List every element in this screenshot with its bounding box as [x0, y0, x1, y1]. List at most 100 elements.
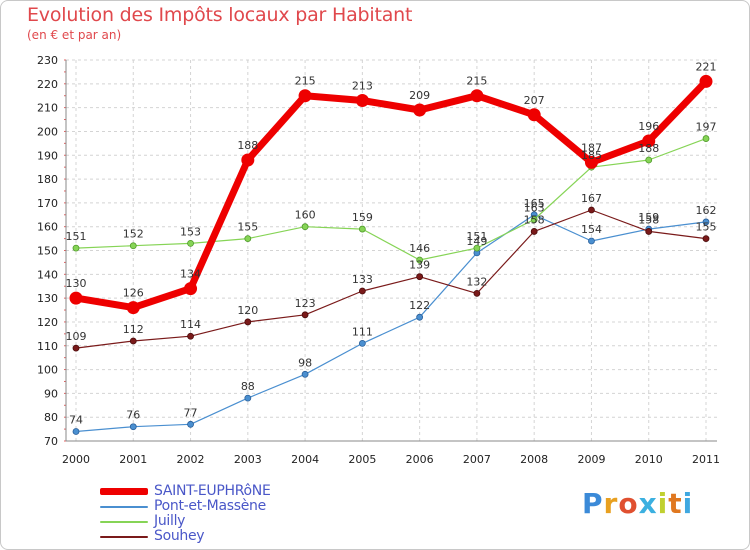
- data-point: [241, 153, 255, 167]
- data-point: [187, 332, 194, 340]
- data-point: [301, 370, 309, 378]
- logo-letter: r: [603, 487, 619, 520]
- data-label: 111: [352, 325, 373, 338]
- y-tick-label: 140: [37, 268, 58, 281]
- data-point: [588, 206, 595, 214]
- data-label: 146: [409, 242, 430, 255]
- data-point: [187, 239, 194, 247]
- data-label: 123: [295, 297, 316, 310]
- data-point: [126, 301, 140, 315]
- data-label: 151: [66, 230, 87, 243]
- x-tick-label: 2001: [119, 453, 147, 466]
- y-tick-label: 210: [37, 102, 58, 115]
- data-point: [355, 93, 369, 107]
- legend-swatch: [100, 536, 148, 538]
- legend-swatch: [100, 488, 148, 495]
- data-label: 163: [524, 202, 545, 215]
- data-label: 188: [638, 142, 659, 155]
- data-label: 132: [466, 275, 487, 288]
- logo-letter: i: [682, 487, 694, 520]
- data-point: [358, 339, 366, 347]
- data-point: [301, 223, 309, 231]
- data-point: [702, 135, 710, 142]
- data-point: [645, 156, 653, 164]
- y-tick-label: 120: [37, 316, 58, 329]
- series-line: [72, 77, 710, 312]
- y-tick-label: 160: [37, 221, 58, 234]
- data-label: 134: [180, 268, 201, 281]
- data-point: [416, 256, 424, 264]
- x-tick-label: 2008: [520, 453, 548, 466]
- logo-letter: x: [638, 487, 658, 520]
- data-point: [527, 108, 541, 122]
- data-label: 109: [66, 330, 87, 343]
- legend-label: Souhey: [154, 528, 205, 544]
- data-label: 74: [69, 413, 83, 426]
- y-tick-label: 200: [37, 125, 58, 138]
- data-label: 151: [466, 230, 487, 243]
- data-point: [301, 311, 309, 319]
- data-label: 130: [66, 277, 87, 290]
- data-point: [129, 423, 137, 431]
- data-label: 215: [466, 75, 487, 88]
- x-tick-label: 2004: [291, 453, 319, 466]
- data-label: 139: [409, 259, 430, 272]
- data-label: 88: [241, 380, 255, 393]
- x-tick-label: 2006: [406, 453, 434, 466]
- data-point: [298, 89, 312, 103]
- data-point: [645, 228, 653, 235]
- data-label: 133: [352, 273, 373, 286]
- data-label: 215: [295, 75, 316, 88]
- data-label: 213: [352, 79, 373, 92]
- data-point: [530, 228, 538, 235]
- y-tick-label: 230: [37, 54, 58, 67]
- x-tick-label: 2005: [348, 453, 376, 466]
- y-tick-label: 170: [37, 197, 58, 210]
- data-label: 196: [638, 120, 659, 133]
- data-point: [642, 134, 656, 148]
- data-point: [69, 291, 83, 305]
- data-point: [416, 313, 424, 321]
- data-label: 221: [696, 60, 717, 73]
- data-point: [129, 337, 137, 345]
- data-label: 155: [237, 221, 258, 234]
- y-tick-label: 190: [37, 149, 58, 162]
- logo-letter: o: [618, 487, 639, 520]
- data-point: [702, 218, 710, 226]
- x-tick-label: 2011: [692, 453, 720, 466]
- data-label: 162: [696, 204, 717, 217]
- y-tick-label: 80: [44, 411, 58, 424]
- data-point: [72, 244, 80, 252]
- y-tick-label: 70: [44, 435, 58, 448]
- y-tick-label: 220: [37, 78, 58, 91]
- data-point: [413, 103, 427, 117]
- data-label: 152: [123, 228, 144, 241]
- data-point: [244, 394, 252, 402]
- data-point: [699, 74, 713, 88]
- y-tick-label: 100: [37, 364, 58, 377]
- data-label: 122: [409, 299, 430, 312]
- data-point: [530, 216, 538, 223]
- data-label: 155: [696, 221, 717, 234]
- data-point: [187, 420, 194, 428]
- data-label: 153: [180, 225, 201, 238]
- data-label: 120: [237, 304, 258, 317]
- data-point: [358, 225, 366, 233]
- y-tick-label: 90: [44, 387, 58, 400]
- data-label: 185: [581, 149, 602, 162]
- data-label: 167: [581, 192, 602, 205]
- data-label: 126: [123, 287, 144, 300]
- data-label: 159: [638, 211, 659, 224]
- data-point: [72, 344, 80, 352]
- legend-swatch: [100, 521, 148, 523]
- data-label: 188: [237, 139, 258, 152]
- data-label: 207: [524, 94, 545, 107]
- legend-label: Pont-et-Massène: [154, 498, 266, 514]
- data-label: 158: [524, 213, 545, 226]
- legend-swatch: [100, 506, 148, 508]
- data-label: 165: [524, 197, 545, 210]
- data-label: 154: [581, 223, 602, 236]
- chart-title: Evolution des Impôts locaux par Habitant: [27, 4, 413, 26]
- series-line: [75, 209, 707, 349]
- data-label: 160: [295, 209, 316, 222]
